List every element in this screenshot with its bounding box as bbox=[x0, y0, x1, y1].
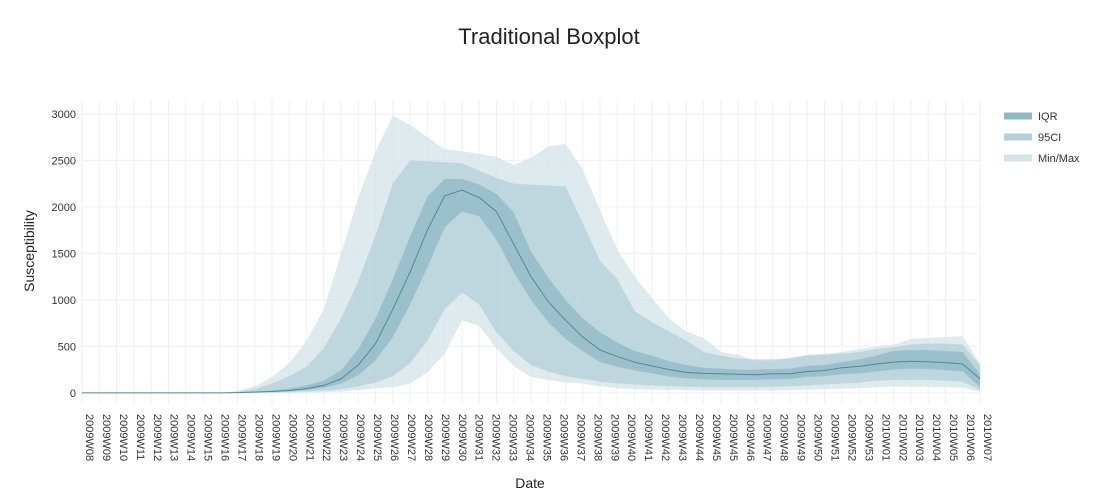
x-tick-label: 2009W36 bbox=[557, 414, 569, 461]
x-tick-label: 2009W53 bbox=[862, 414, 874, 461]
x-tick-label: 2009W17 bbox=[235, 414, 247, 461]
chart-title: Traditional Boxplot bbox=[458, 24, 639, 49]
y-tick-label: 1500 bbox=[52, 248, 76, 260]
x-axis-ticks: 2009W08 2009W09 2009W10 2009W11 2009W12 2009W… bbox=[83, 414, 993, 461]
x-tick-label: 2009W14 bbox=[185, 414, 197, 461]
x-tick-label: 2009W38 bbox=[591, 414, 603, 461]
x-tick-label: 2009W49 bbox=[795, 414, 807, 461]
x-tick-label: 2009W31 bbox=[473, 414, 485, 461]
x-tick-label: 2009W35 bbox=[540, 414, 552, 461]
x-tick-label: 2009W21 bbox=[303, 414, 315, 461]
x-tick-label: 2009W28 bbox=[422, 414, 434, 461]
x-tick-label: 2010W04 bbox=[930, 414, 942, 461]
band-iqr bbox=[82, 179, 980, 393]
x-tick-label: 2009W44 bbox=[693, 414, 705, 461]
x-tick-label: 2010W03 bbox=[913, 414, 925, 461]
x-tick-label: 2009W19 bbox=[269, 414, 281, 461]
y-tick-label: 3000 bbox=[52, 109, 76, 121]
y-axis-label: Susceptibility bbox=[21, 210, 37, 292]
x-tick-label: 2009W39 bbox=[608, 414, 620, 461]
y-tick-label: 0 bbox=[70, 388, 76, 400]
legend-label: Min/Max bbox=[1038, 153, 1080, 165]
x-tick-label: 2009W15 bbox=[202, 414, 214, 461]
x-tick-label: 2009W48 bbox=[778, 414, 790, 461]
y-tick-label: 500 bbox=[58, 341, 76, 353]
x-tick-label: 2009W23 bbox=[337, 414, 349, 461]
x-tick-label: 2009W42 bbox=[659, 414, 671, 461]
x-tick-label: 2009W52 bbox=[845, 414, 857, 461]
legend-label: IQR bbox=[1038, 111, 1058, 123]
y-tick-label: 2500 bbox=[52, 155, 76, 167]
median-line bbox=[82, 189, 981, 394]
legend-label: 95CI bbox=[1038, 132, 1061, 144]
x-tick-label: 2009W46 bbox=[744, 414, 756, 461]
x-tick-label: 2009W47 bbox=[761, 414, 773, 461]
x-tick-label: 2009W09 bbox=[100, 414, 112, 461]
y-tick-label: 1000 bbox=[52, 295, 76, 307]
legend: IQR 95CI Min/Max bbox=[1004, 111, 1080, 165]
x-tick-label: 2009W10 bbox=[117, 414, 129, 461]
y-axis-ticks: 0 500 1000 1500 2000 2500 3000 bbox=[52, 109, 76, 400]
x-tick-label: 2009W33 bbox=[507, 414, 519, 461]
x-tick-label: 2009W26 bbox=[388, 414, 400, 461]
x-tick-label: 2009W40 bbox=[625, 414, 637, 461]
x-tick-label: 2009W13 bbox=[168, 414, 180, 461]
x-tick-label: 2009W45 bbox=[727, 414, 739, 461]
x-tick-label: 2009W43 bbox=[676, 414, 688, 461]
x-tick-label: 2010W02 bbox=[896, 414, 908, 461]
x-tick-label: 2009W08 bbox=[83, 414, 95, 461]
x-tick-label: 2009W34 bbox=[524, 414, 536, 461]
x-tick-label: 2010W05 bbox=[947, 414, 959, 461]
x-tick-label: 2010W01 bbox=[879, 414, 891, 461]
x-axis-label: Date bbox=[515, 475, 545, 491]
x-tick-label: 2009W41 bbox=[642, 414, 654, 461]
x-tick-label: 2009W50 bbox=[812, 414, 824, 461]
x-tick-label: 2009W30 bbox=[456, 414, 468, 461]
x-tick-label: 2009W24 bbox=[354, 414, 366, 461]
x-tick-label: 2009W32 bbox=[490, 414, 502, 461]
x-tick-label: 2010W07 bbox=[981, 414, 993, 461]
x-tick-label: 2009W12 bbox=[151, 414, 163, 461]
x-tick-label: 2009W25 bbox=[371, 414, 383, 461]
x-tick-label: 2009W16 bbox=[219, 414, 231, 461]
x-tick-label: 2009W27 bbox=[405, 414, 417, 461]
x-tick-label: 2010W06 bbox=[964, 414, 976, 461]
median-layer bbox=[82, 189, 981, 394]
x-tick-label: 2009W22 bbox=[320, 414, 332, 461]
x-tick-label: 2009W37 bbox=[574, 414, 586, 461]
x-tick-label: 2009W51 bbox=[829, 414, 841, 461]
x-tick-label: 2009W45 bbox=[710, 414, 722, 461]
y-tick-label: 2000 bbox=[52, 202, 76, 214]
x-tick-label: 2009W18 bbox=[252, 414, 264, 461]
x-tick-label: 2009W29 bbox=[439, 414, 451, 461]
x-tick-label: 2009W11 bbox=[134, 414, 146, 460]
x-tick-label: 2009W20 bbox=[286, 414, 298, 461]
